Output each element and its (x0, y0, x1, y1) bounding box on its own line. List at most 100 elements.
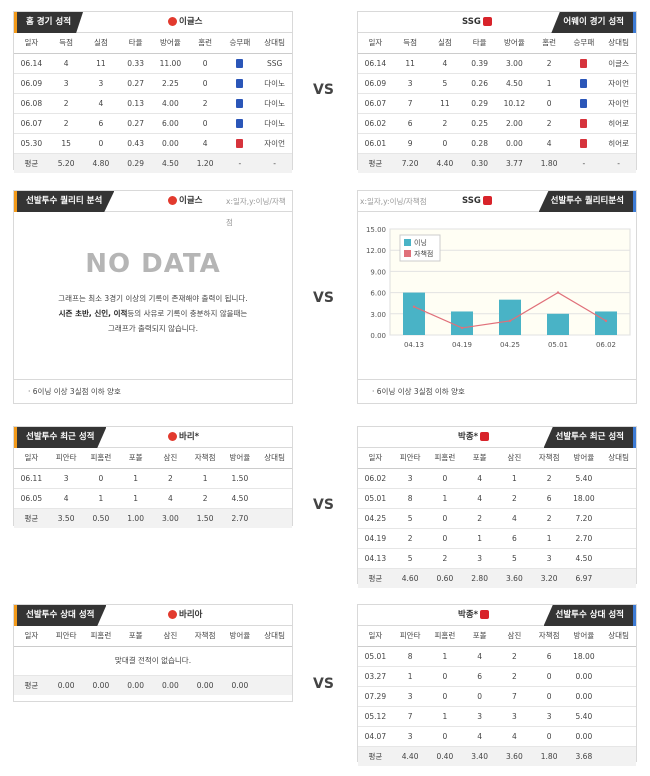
table-cell: 3 (497, 706, 532, 727)
table-cell: 1 (531, 528, 567, 549)
average-cell: 7.20 (392, 153, 428, 173)
table-cell: 06.11 (14, 468, 49, 489)
panel-title: 선발투수 최근 성적 (543, 427, 636, 448)
bar-innings (499, 299, 521, 335)
average-cell: 4.60 (392, 568, 428, 588)
table-cell: 2 (462, 508, 497, 529)
table-cell: 6 (462, 666, 497, 687)
table-row: 06.11 3 0 1 2 1 1.50 (14, 468, 292, 489)
vs-label: VS (313, 676, 334, 692)
table-cell: 3 (83, 73, 119, 94)
column-header: 실점 (427, 33, 463, 54)
empty-message: 맞대결 전적이 없습니다. (14, 646, 292, 676)
column-header: 방어율 (222, 626, 258, 647)
table-cell: 3 (462, 548, 497, 569)
table-cell: 0 (187, 53, 223, 74)
home-team-record-panel: SSG 어웨이 경기 성적 일자 득점 실점 타율 방어율 홈런 승무패 상대팀 06.14 11… (357, 11, 637, 173)
average-row: 평균 5.20 4.80 0.29 4.50 1.20- - (14, 153, 292, 173)
table-cell: 05.01 (358, 488, 393, 509)
result-badge (580, 58, 588, 68)
column-header: 타율 (462, 33, 497, 54)
pitcher-vs-table: 일자 피안타 피홈런 포볼 삼진 자책점 방어율 상대팀 05.01 8 1 4 2 6 18.00 03.2… (358, 626, 636, 766)
table-cell: 4 (531, 133, 567, 154)
table-cell: 0.28 (462, 133, 497, 154)
column-header: 삼진 (153, 448, 188, 469)
table-row: 05.01 8 1 4 2 6 18.00 (358, 646, 636, 667)
average-cell: 3.50 (48, 508, 84, 528)
table-cell: 0 (531, 686, 567, 707)
table-cell: 4 (187, 133, 223, 154)
table-cell: 4 (48, 53, 84, 74)
panel-header: 선발투수 상대 성적 바리아 (14, 605, 292, 626)
table-cell: 2.70 (566, 528, 602, 549)
pitcher-name: 바리아 (179, 610, 203, 620)
away-team-record-panel: 홈 경기 성적 이글스 일자 득점 실점 타율 방어율 홈런 승무패 상대팀 06.14 4 11 0… (13, 11, 293, 173)
average-cell: 평균 (358, 746, 393, 766)
table-cell: 0 (427, 468, 463, 489)
average-cell: 0.30 (462, 153, 497, 173)
away-pitcher-vs-panel: 선발투수 상대 성적 바리아 일자 피안타 피홈런 포볼 삼진 자책점 방어율 상대팀 맞대결 … (13, 604, 293, 702)
column-header: 실점 (83, 33, 119, 54)
table-cell (257, 488, 292, 509)
table-cell: 8 (392, 646, 428, 667)
result-badge (580, 138, 588, 148)
average-row: 평균 7.20 4.40 0.30 3.77 1.80- - (358, 153, 636, 173)
table-cell: 4 (48, 488, 84, 509)
average-cell: 0.00 (153, 675, 188, 695)
table-cell: 5 (497, 548, 532, 569)
average-cell: 0.00 (187, 675, 223, 695)
table-cell: 05.12 (358, 706, 393, 727)
table-cell: 0 (187, 113, 223, 134)
table-row: 03.27 1 0 6 2 0 0.00 (358, 666, 636, 687)
result-badge (580, 78, 588, 88)
table-cell: 0 (427, 666, 463, 687)
column-header: 포볼 (118, 626, 153, 647)
table-cell: 05.30 (14, 133, 49, 154)
table-cell: 1.50 (222, 468, 258, 489)
table-cell: 9 (392, 133, 428, 154)
no-data-message: 그래프는 최소 3경기 이상의 기록이 존재해야 출력이 됩니다. 시즌 초반,… (14, 291, 292, 336)
table-cell: 패 (222, 53, 258, 74)
team-name: SSG (462, 196, 481, 206)
table-cell: 4 (462, 488, 497, 509)
table-cell: 7.20 (566, 508, 602, 529)
average-cell: 4.80 (83, 153, 119, 173)
table-cell: 히어로 (601, 133, 636, 154)
column-header: 피홈런 (83, 448, 119, 469)
table-cell: 0 (427, 528, 463, 549)
table-cell (601, 666, 636, 687)
table-cell: 6 (392, 113, 428, 134)
column-header: 상대팀 (257, 33, 292, 54)
ssg-logo-icon (482, 196, 492, 205)
table-cell: 0 (427, 133, 463, 154)
column-header: 자책점 (531, 626, 567, 647)
table-cell (601, 548, 636, 569)
column-header: 방어율 (566, 448, 602, 469)
table-cell: 다이노 (257, 93, 292, 114)
column-header: 일자 (358, 448, 393, 469)
quality-footer-text: 6이닝 이상 3실점 이하 양호 (376, 387, 465, 396)
average-row: 평균 4.60 0.60 2.80 3.60 3.20 6.97 (358, 568, 636, 588)
table-cell: 0 (462, 686, 497, 707)
table-row: 04.07 3 0 4 4 0 0.00 (358, 726, 636, 747)
table-cell: 2 (531, 508, 567, 529)
table-cell (257, 468, 292, 489)
x-tick-label: 06.02 (596, 341, 616, 349)
table-cell: 2 (427, 548, 463, 569)
table-cell: 1 (531, 73, 567, 94)
table-cell: 0.25 (462, 113, 497, 134)
average-cell (257, 508, 292, 528)
column-header: 상대팀 (257, 448, 292, 469)
y-tick-label: 6.00 (370, 290, 386, 298)
table-row: 04.13 5 2 3 5 3 4.50 (358, 548, 636, 569)
vs-label: VS (313, 497, 334, 513)
column-header: 일자 (14, 33, 49, 54)
table-cell: 2 (48, 93, 84, 114)
panel-header: 선발투수 퀄리티 분석 이글스 x:일자,y:이닝/자책점 (14, 191, 292, 227)
no-data-line-1: 그래프는 최소 3경기 이상의 기록이 존재해야 출력이 됩니다. (58, 294, 248, 303)
table-cell: 0 (531, 666, 567, 687)
table-cell: 5 (427, 73, 463, 94)
panel-title: 선발투수 상대 성적 (14, 605, 107, 626)
result-badge (580, 98, 588, 108)
